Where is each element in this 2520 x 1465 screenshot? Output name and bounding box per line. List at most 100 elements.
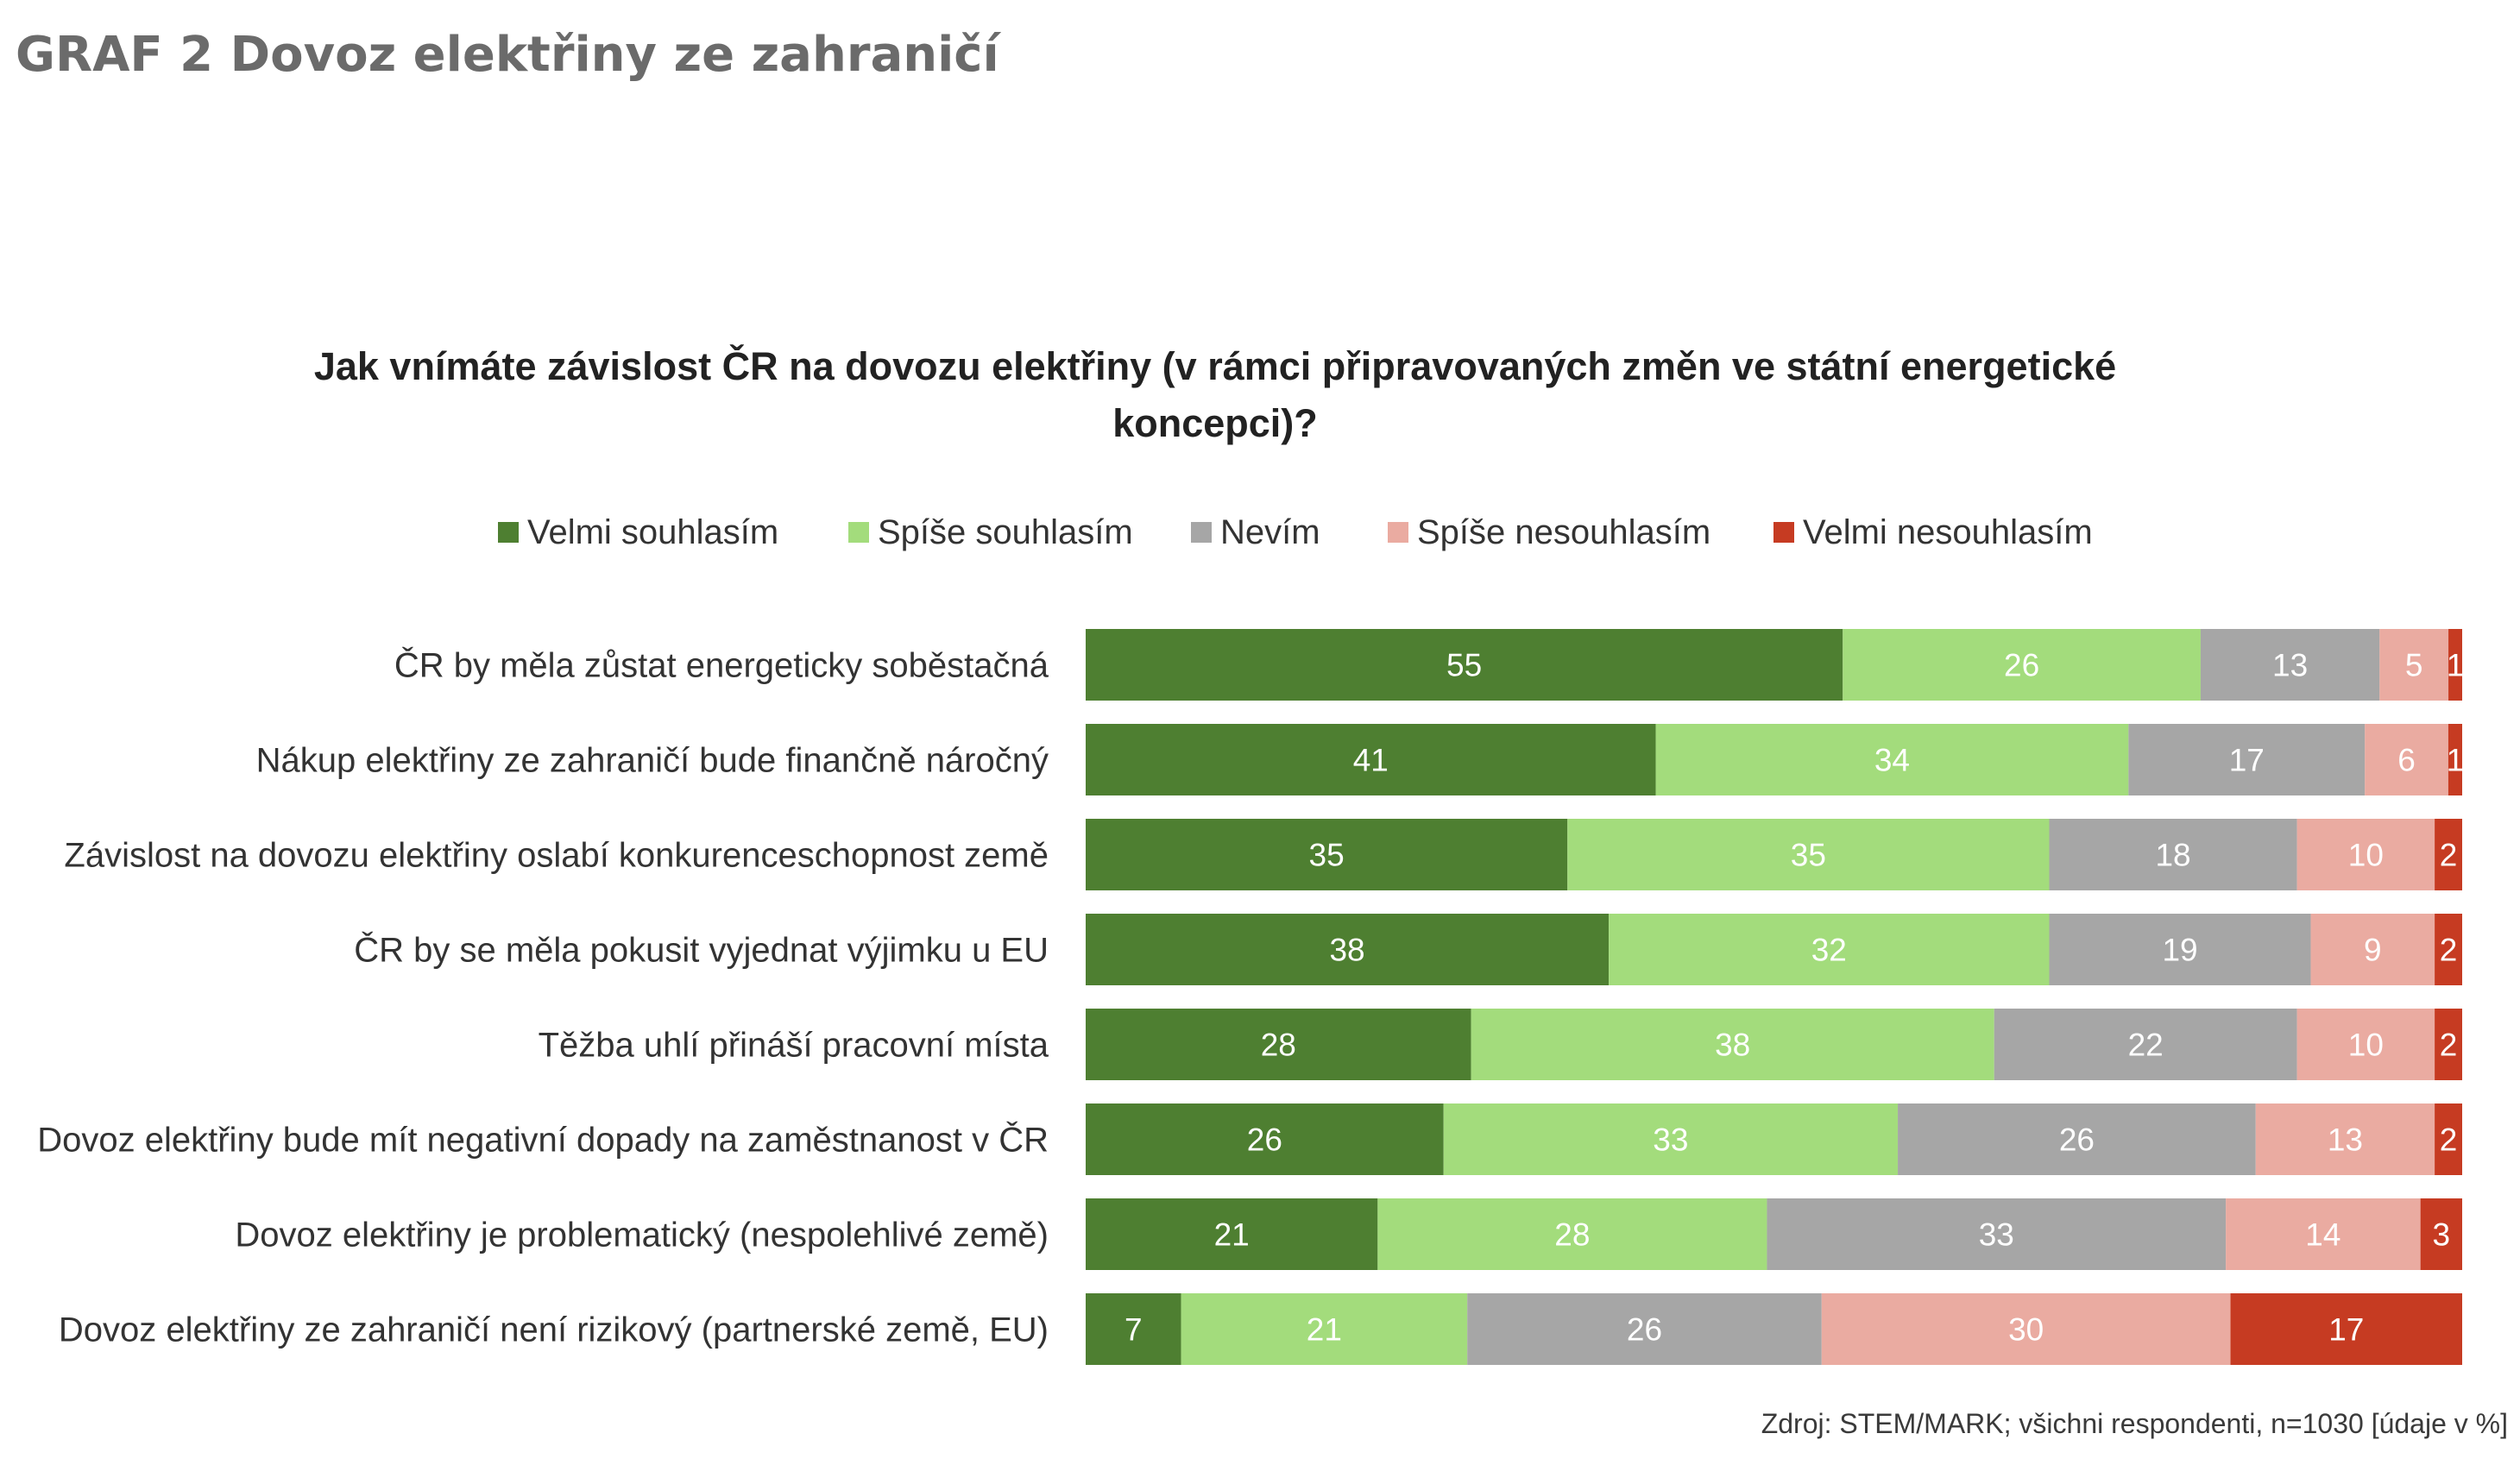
category-label: Nákup elektřiny ze zahraničí bude finanč…	[256, 742, 1049, 780]
data-label: 5	[2405, 648, 2423, 683]
chart-title-line: Jak vnímáte závislost ČR na dovozu elekt…	[314, 344, 2116, 388]
bar-segment	[1086, 1009, 1471, 1080]
legend-label: Spíše nesouhlasím	[1417, 513, 1710, 551]
data-label: 13	[2272, 648, 2308, 683]
category-label: Závislost na dovozu elektřiny oslabí kon…	[64, 837, 1049, 875]
bar-segment	[2049, 819, 2297, 890]
bar-segment	[1086, 819, 1568, 890]
bar-segment	[1181, 1293, 1468, 1365]
data-label: 26	[2059, 1122, 2095, 1158]
legend-label: Spíše souhlasím	[878, 513, 1133, 551]
category-label: ČR by se měla pokusit vyjednat výjimku u…	[354, 931, 1049, 970]
data-label: 21	[1307, 1312, 1342, 1348]
data-label: 34	[1874, 743, 1910, 778]
data-label: 1	[2447, 648, 2465, 683]
bar-segment	[1086, 914, 1610, 985]
data-label: 2	[2440, 933, 2458, 968]
bars: 55 26 13 5 141 34 17 6 135 35 18 10 238 32 19 9 228 38 22 1…	[1086, 629, 2464, 1365]
legend-swatch	[848, 522, 869, 543]
bar-segment	[2049, 914, 2311, 985]
bar-segment	[1086, 1103, 1444, 1175]
bar-segment	[1821, 1293, 2231, 1365]
legend-label: Nevím	[1220, 513, 1320, 551]
source-note: Zdroj: STEM/MARK; všichni respondenti, n…	[1761, 1408, 2508, 1439]
legend-label: Velmi nesouhlasím	[1803, 513, 2093, 551]
data-label: 22	[2128, 1028, 2164, 1063]
bar-segment	[2448, 629, 2462, 701]
legend-label: Velmi souhlasím	[527, 513, 778, 551]
bar-segment	[1086, 629, 1843, 701]
data-label: 41	[1353, 743, 1389, 778]
data-label: 21	[1214, 1217, 1250, 1253]
data-label: 32	[1811, 933, 1847, 968]
data-label: 26	[2004, 648, 2039, 683]
data-label: 38	[1715, 1028, 1750, 1063]
bar-segment	[1086, 724, 1656, 795]
bar-segment	[2128, 724, 2366, 795]
bar-segment	[1567, 819, 2050, 890]
bar-segment	[1467, 1293, 1822, 1365]
category-labels: ČR by měla zůstat energeticky soběstačná…	[37, 646, 1049, 1349]
bar-segment	[1377, 1198, 1767, 1270]
data-label: 33	[1653, 1122, 1688, 1158]
bar-segment	[2435, 1009, 2462, 1080]
data-label: 35	[1309, 838, 1345, 873]
bar-segment	[2296, 1009, 2435, 1080]
data-label: 1	[2447, 743, 2465, 778]
data-label: 2	[2440, 1122, 2458, 1158]
bar-segment	[2448, 724, 2462, 795]
data-label: 26	[1247, 1122, 1282, 1158]
legend-swatch	[1191, 522, 1212, 543]
bar-segment	[2230, 1293, 2462, 1365]
data-label: 14	[2305, 1217, 2340, 1253]
data-label: 7	[1125, 1312, 1143, 1348]
data-label: 28	[1554, 1217, 1590, 1253]
data-label: 6	[2397, 743, 2416, 778]
bar-segment	[1767, 1198, 2227, 1270]
category-label: Dovoz elektřiny ze zahraničí není riziko…	[59, 1311, 1049, 1349]
bar-segment	[2435, 914, 2462, 985]
category-label: Dovoz elektřiny bude mít negativní dopad…	[37, 1121, 1049, 1160]
bar-segment	[2435, 1103, 2462, 1175]
bar-segment	[2200, 629, 2380, 701]
data-label: 10	[2348, 838, 2384, 873]
bar-segment	[1898, 1103, 2256, 1175]
bar-segment	[1843, 629, 2201, 701]
data-label: 17	[2328, 1312, 2364, 1348]
data-label: 9	[2364, 933, 2382, 968]
data-label: 30	[2008, 1312, 2044, 1348]
legend: Velmi souhlasím Spíše souhlasím Nevím Spíše…	[498, 513, 2093, 551]
data-label: 35	[1791, 838, 1826, 873]
bar-segment	[2310, 914, 2435, 985]
bar-segment	[2365, 724, 2448, 795]
bar-segment	[1086, 1198, 1378, 1270]
category-label: ČR by měla zůstat energeticky soběstačná	[394, 646, 1049, 685]
data-label: 18	[2155, 838, 2190, 873]
legend-swatch	[498, 522, 519, 543]
category-label: Dovoz elektřiny je problematický (nespol…	[235, 1217, 1049, 1254]
data-label: 38	[1329, 933, 1364, 968]
data-label: 19	[2162, 933, 2197, 968]
bar-segment	[1609, 914, 2050, 985]
bar-segment	[1086, 1293, 1181, 1365]
bar-segment	[1994, 1009, 2297, 1080]
data-label: 2	[2440, 1028, 2458, 1063]
page-title: GRAF 2 Dovoz elektřiny ze zahraničí	[16, 27, 999, 83]
chart-title-line: koncepci)?	[1112, 401, 1318, 445]
data-label: 33	[1979, 1217, 2014, 1253]
bar-segment	[1655, 724, 2129, 795]
data-label: 2	[2440, 838, 2458, 873]
category-label: Těžba uhlí přináší pracovní místa	[539, 1027, 1049, 1065]
bar-segment	[1443, 1103, 1899, 1175]
data-label: 55	[1446, 648, 1482, 683]
data-label: 10	[2348, 1028, 2384, 1063]
bar-segment	[2255, 1103, 2435, 1175]
chart-title: Jak vnímáte závislost ČR na dovozu elekt…	[314, 344, 2116, 445]
data-label: 26	[1627, 1312, 1662, 1348]
bar-segment	[2226, 1198, 2421, 1270]
bar-segment	[1471, 1009, 1994, 1080]
data-label: 28	[1261, 1028, 1296, 1063]
bar-segment	[2435, 819, 2462, 890]
legend-swatch	[1388, 522, 1408, 543]
